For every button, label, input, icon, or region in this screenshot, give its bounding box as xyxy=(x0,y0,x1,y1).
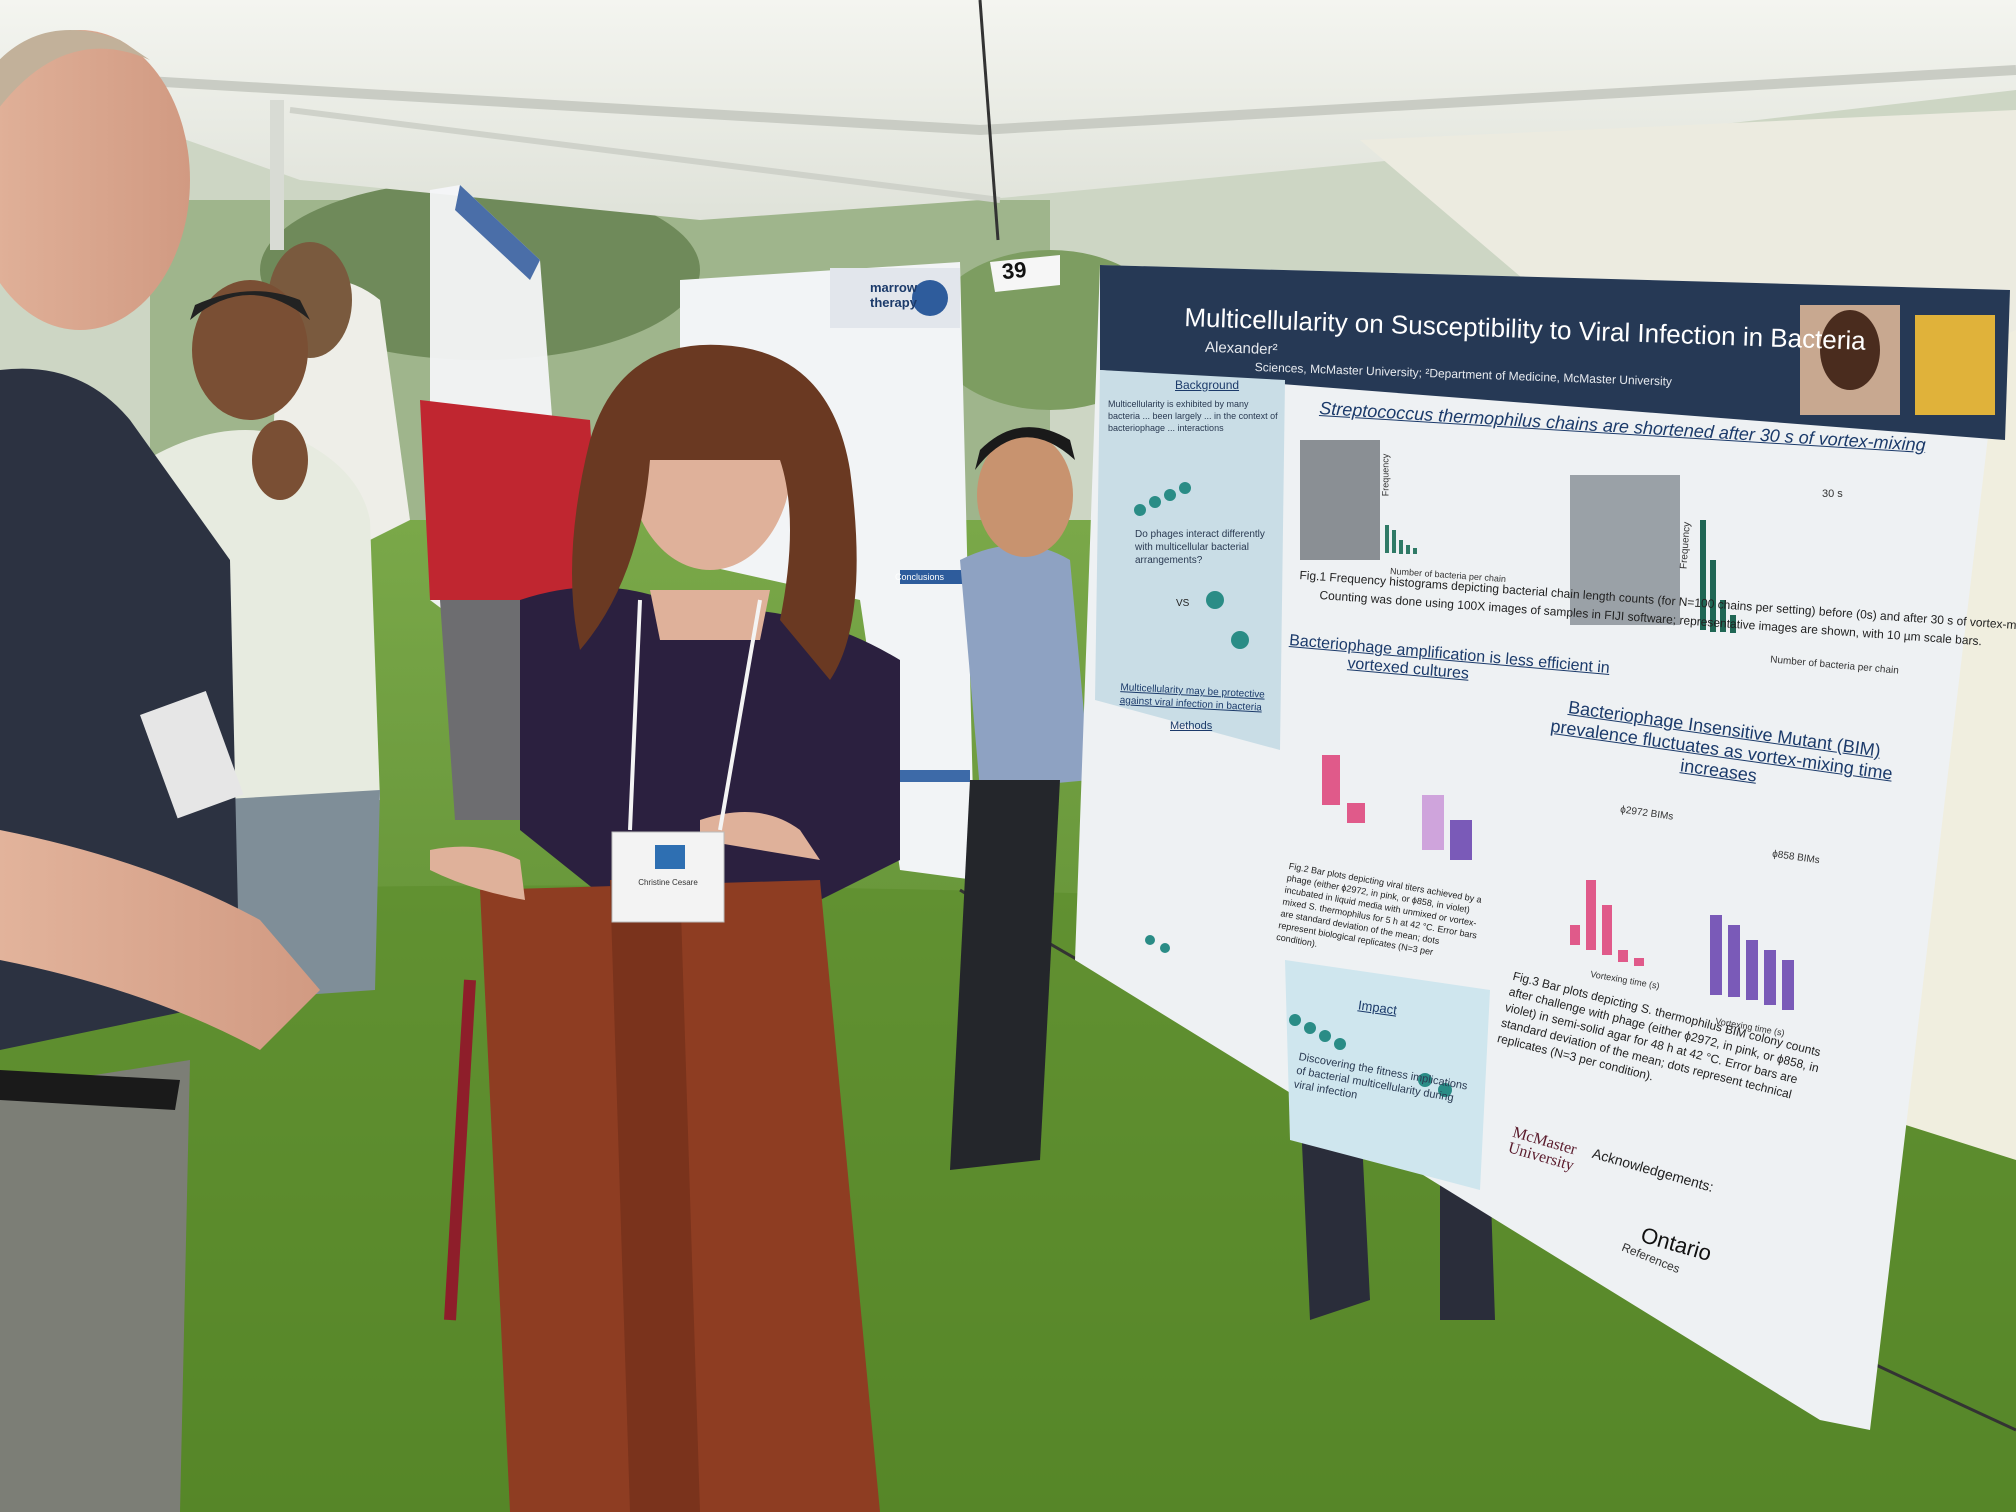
hist2-label: 30 s xyxy=(1822,488,1843,500)
methods-label: Methods xyxy=(1170,720,1213,732)
left-poster-title: marrow therapy xyxy=(870,280,917,310)
background-label: Background xyxy=(1175,378,1240,392)
hist1-ylabel: Frequency xyxy=(1380,453,1391,497)
left-poster-conclusions: Conclusions xyxy=(895,572,945,582)
question-text: Do phages interact differently with mult… xyxy=(1135,529,1265,566)
vs-label: VS xyxy=(1176,598,1190,609)
booth-number: 39 xyxy=(1000,256,1028,285)
background-text: Multicellularity is exhibited by many ba… xyxy=(1108,399,1278,433)
name-badge-text: Christine Cesare xyxy=(638,878,698,887)
poster-authors: Alexander² xyxy=(1204,338,1278,359)
